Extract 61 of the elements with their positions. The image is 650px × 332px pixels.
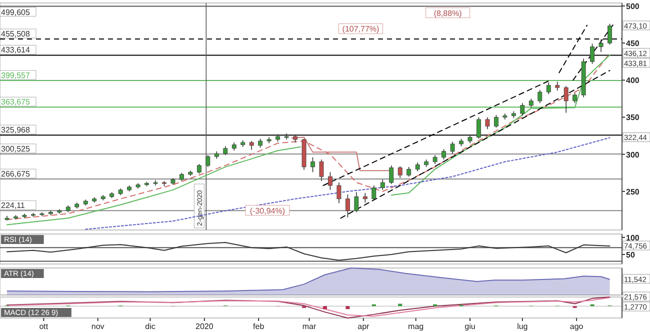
candlestick [476,116,481,140]
candlestick [319,159,324,182]
candlestick [494,114,498,128]
candlestick [345,194,350,218]
candlestick [442,148,446,160]
ref-line-label: 399,557 [1,70,30,80]
x-tick-label: ago [570,322,584,331]
candlestick [328,172,332,190]
y-tick-label: 300 [626,150,640,160]
candlestick [206,154,210,168]
ref-line-label: 433,614 [1,46,30,55]
candlestick [598,38,604,52]
candlestick [389,165,394,184]
x-tick-label: mag [408,322,424,331]
x-tick-label: nov [91,322,104,331]
candlestick [398,166,402,178]
ref-line-label: 300,525 [1,144,30,154]
line-series [85,137,610,230]
candlestick [380,179,385,190]
candlestick [372,185,376,201]
ref-line-label: 224,11 [1,201,26,210]
candlestick [362,192,368,203]
candlestick [572,92,578,104]
ref-line-label: 363,675 [1,98,30,107]
annotation: (8,88%) [434,8,462,18]
y-tick-label: 350 [626,113,640,122]
y-tick-label: 100 [626,233,640,242]
candlestick [485,116,490,130]
x-tick-label: mar [302,322,316,331]
x-tick-label: lug [517,322,528,331]
x-tick-label: dic [145,322,156,331]
candlestick [538,89,542,104]
x-tick-label: 2020 [196,322,214,331]
candlestick [450,141,455,154]
candlestick [590,43,594,64]
y-tick-label: 450 [626,39,640,48]
x-tick-label: giu [464,322,476,331]
x-tick-label: ott [39,322,49,331]
candlestick [608,23,612,45]
y-tick-label: 400 [626,76,640,86]
candlestick [546,82,551,95]
y-tick-label: 50 [626,250,636,260]
candlestick [196,164,202,174]
ref-line-label: 266,675 [1,170,30,179]
y-tick-label: 250 [626,187,640,196]
ref-line-label: 325,968 [1,126,30,135]
candlestick [564,86,568,114]
annotation: (-30,94%) [250,206,286,216]
annotation: (107,77%) [342,24,380,34]
y-tick-label: 500 [626,2,640,11]
candlestick [336,182,342,204]
line-series [6,242,610,261]
x-tick-label: feb [253,322,265,331]
x-tick-label: apr [358,322,370,331]
line-series [291,136,392,172]
candlestick [406,166,412,177]
ref-line-label: 455,508 [1,29,30,38]
ref-line-label: 499,605 [1,8,30,17]
candlestick [520,102,525,116]
candlestick [310,156,315,173]
candlestick [354,192,359,213]
